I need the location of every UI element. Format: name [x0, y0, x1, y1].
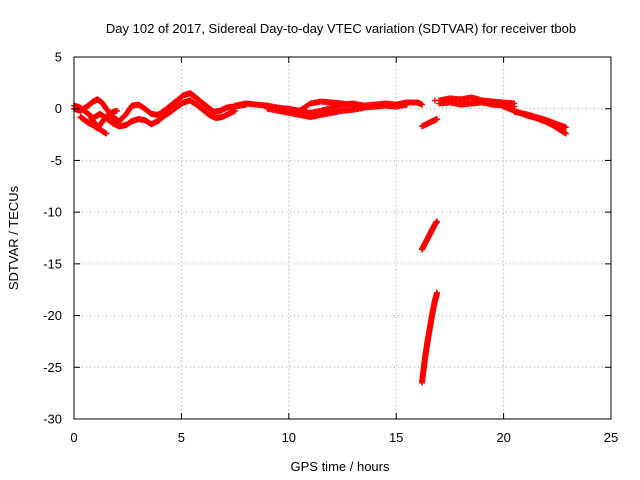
y-tick-labels: -30 -25 -20 -15 -10 -5 0 5: [43, 50, 62, 427]
data-point: [403, 101, 410, 108]
x-tick-label: 15: [389, 430, 403, 445]
y-tick-label: 0: [55, 101, 62, 116]
data-point: [434, 218, 441, 225]
data-point: [232, 107, 239, 114]
data-point: [103, 130, 110, 137]
y-tick-label: -25: [43, 360, 62, 375]
chart-title: Day 102 of 2017, Sidereal Day-to-day VTE…: [106, 21, 576, 36]
data-point: [562, 124, 569, 131]
x-tick-label: 0: [70, 430, 77, 445]
y-tick-label: -5: [50, 153, 62, 168]
y-tick-label: 5: [55, 50, 62, 65]
x-tick-label: 10: [282, 430, 296, 445]
axis-ticks: [73, 56, 612, 420]
x-tick-label: 25: [604, 430, 618, 445]
y-tick-label: -15: [43, 256, 62, 271]
data-point: [113, 107, 120, 114]
y-axis-title: SDTVAR / TECUs: [6, 185, 21, 290]
y-tick-label: -10: [43, 205, 62, 220]
x-tick-label: 20: [496, 430, 510, 445]
data-point: [360, 103, 367, 110]
data-point: [434, 289, 441, 296]
data-point: [418, 101, 425, 108]
data-point: [434, 116, 441, 123]
x-tick-label: 5: [178, 430, 185, 445]
x-tick-labels: 0 5 10 15 20 25: [70, 430, 618, 445]
y-tick-label: -30: [43, 412, 62, 427]
plot-frame: [73, 56, 612, 420]
data-point: [562, 130, 569, 137]
x-axis-title: GPS time / hours: [291, 459, 390, 474]
y-tick-label: -20: [43, 308, 62, 323]
data-series-sdtvar: [71, 90, 569, 386]
